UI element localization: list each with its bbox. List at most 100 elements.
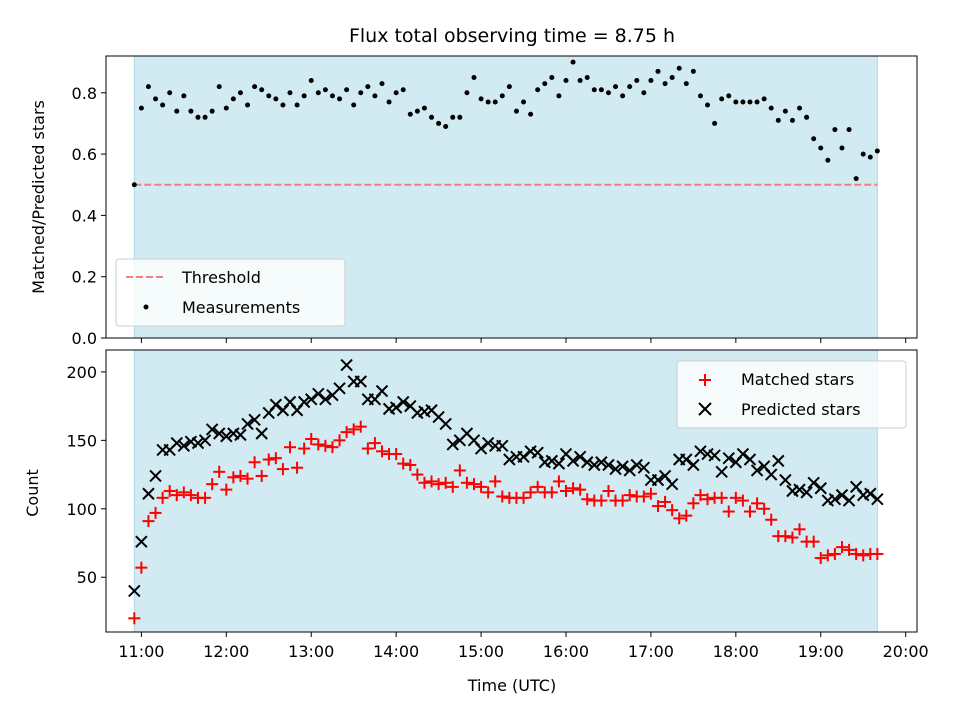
matched-star-point xyxy=(425,475,438,488)
measurement-point xyxy=(839,145,845,151)
measurement-point xyxy=(209,108,215,114)
matched-star-point xyxy=(828,547,841,560)
measurement-point xyxy=(789,117,795,123)
measurement-point xyxy=(683,81,689,87)
bottom-legend: Matched stars Predicted stars xyxy=(676,360,907,429)
y-tick-label: 50 xyxy=(77,568,97,587)
predicted-star-point xyxy=(602,458,615,472)
predicted-star-point xyxy=(871,493,884,506)
measurement-point xyxy=(535,87,541,93)
predicted-star-point xyxy=(864,487,877,500)
predicted-star-point xyxy=(517,450,530,463)
matched-star-point xyxy=(446,480,459,493)
measurement-point xyxy=(237,90,243,96)
matched-star-point xyxy=(595,494,608,507)
predicted-star-point xyxy=(474,442,488,455)
measurement-point xyxy=(506,84,512,90)
predicted-star-point xyxy=(793,483,806,496)
matched-star-point xyxy=(460,476,473,489)
predicted-star-point xyxy=(205,423,219,436)
measurement-point xyxy=(337,96,343,102)
matched-star-point xyxy=(156,491,169,504)
predicted-star-point xyxy=(220,430,233,443)
predicted-star-point xyxy=(297,395,311,409)
measurement-point xyxy=(457,114,463,120)
measurement-point xyxy=(266,93,272,99)
predicted-star-point xyxy=(736,447,750,461)
matched-star-point xyxy=(758,502,771,515)
matched-star-point xyxy=(835,541,848,554)
predicted-star-point xyxy=(305,393,318,406)
measurement-point xyxy=(471,74,477,80)
measurement-point xyxy=(648,78,654,84)
predicted-star-point xyxy=(531,446,544,459)
measurement-point xyxy=(188,108,194,114)
measurement-point xyxy=(627,84,633,90)
measurement-point xyxy=(145,84,151,90)
matched-star-point xyxy=(361,442,374,455)
measurement-point xyxy=(301,93,307,99)
matched-star-point xyxy=(715,491,728,504)
matched-star-point xyxy=(545,486,558,499)
matched-star-point xyxy=(517,491,530,504)
measurement-point xyxy=(655,68,661,74)
measurement-point xyxy=(315,90,321,96)
measurement-point xyxy=(223,105,229,111)
matched-star-point xyxy=(163,485,176,497)
measurement-point xyxy=(528,111,534,117)
measurement-point xyxy=(513,108,519,114)
measurement-point xyxy=(308,78,314,84)
matched-star-point xyxy=(333,434,346,447)
matched-star-point xyxy=(255,469,268,482)
predicted-star-point xyxy=(814,482,827,495)
matched-star-point xyxy=(319,439,332,452)
matched-star-point xyxy=(397,457,410,470)
predicted-star-point xyxy=(503,453,516,466)
predicted-star-point xyxy=(722,451,735,465)
predicted-star-point xyxy=(375,384,389,398)
measurement-point xyxy=(761,96,767,102)
matched-star-point xyxy=(843,543,856,556)
matched-star-point xyxy=(467,478,480,491)
matched-star-point xyxy=(312,438,325,451)
measurement-point xyxy=(485,99,491,105)
measurement-point xyxy=(521,99,527,105)
matched-star-point xyxy=(375,445,388,458)
measurement-point xyxy=(252,84,258,90)
y-tick-label: 0.6 xyxy=(72,145,97,164)
matched-star-point xyxy=(496,490,509,503)
measurement-point xyxy=(393,90,399,96)
predicted-star-point xyxy=(779,473,792,487)
x-axis-label: Time (UTC) xyxy=(467,676,556,695)
matched-star-point xyxy=(432,478,445,491)
measurement-point xyxy=(676,65,682,71)
measurement-point xyxy=(358,90,364,96)
chart-title: Flux total observing time = 8.75 h xyxy=(349,25,675,47)
predicted-star-point xyxy=(446,438,459,451)
bottom-legend-box xyxy=(676,360,907,429)
measurement-point xyxy=(400,87,406,93)
measurement-point xyxy=(372,93,378,99)
matched-star-point xyxy=(616,494,629,507)
matched-star-point xyxy=(736,494,749,507)
predicted-star-point xyxy=(708,449,721,462)
measurement-point xyxy=(443,124,449,129)
matched-star-point xyxy=(220,483,233,496)
measurement-point xyxy=(273,96,279,102)
predicted-star-point xyxy=(248,413,261,427)
matched-star-point xyxy=(170,489,183,502)
measurement-point xyxy=(697,93,703,99)
predicted-star-point xyxy=(397,395,410,409)
measurement-point xyxy=(294,102,300,108)
matched-star-point xyxy=(871,547,884,560)
measurement-point xyxy=(280,102,286,108)
measurement-point xyxy=(690,68,696,74)
measurement-point xyxy=(556,93,562,99)
predicted-star-point xyxy=(687,458,700,472)
measurement-point xyxy=(782,108,788,114)
matched-star-point xyxy=(227,471,240,484)
measurement-point xyxy=(202,114,208,120)
matched-star-point xyxy=(779,530,792,543)
measurement-point xyxy=(167,90,173,96)
matched-star-point xyxy=(411,468,424,481)
